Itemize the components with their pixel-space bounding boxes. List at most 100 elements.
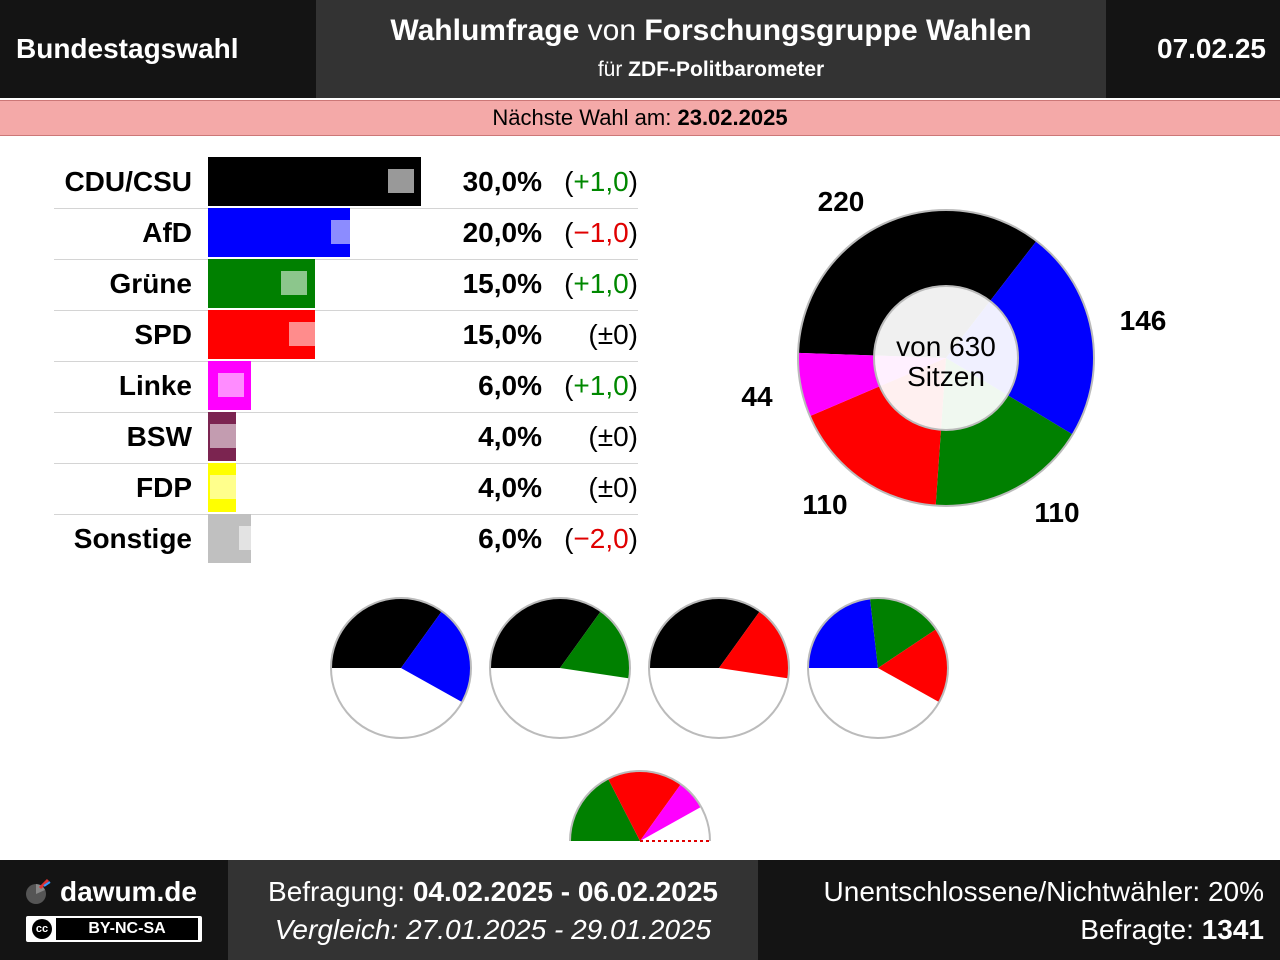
coalition-slice: [808, 598, 878, 668]
coalition-pie: [488, 597, 632, 739]
respondents: Befragte: 1341: [1080, 914, 1264, 946]
next-election-date: 23.02.2025: [677, 105, 788, 130]
party-label: FDP: [136, 472, 192, 503]
election-name: Bundestagswahl: [16, 33, 239, 64]
survey-dates: 04.02.2025 - 06.02.2025: [412, 876, 718, 907]
respondents-count: 1341: [1201, 914, 1264, 945]
change-label: (±0): [588, 319, 638, 350]
coalition-pie-outline: [647, 597, 791, 739]
coalition-slice: [649, 598, 760, 668]
coalition-pie: [569, 770, 711, 842]
survey-label: Befragung:: [268, 876, 406, 907]
title-von: von: [587, 14, 637, 47]
value-label: 4,0%: [478, 472, 542, 503]
survey-period: Befragung: 04.02.2025 - 06.02.2025: [228, 876, 758, 908]
coalition-slice: [608, 771, 681, 841]
coalition-pie-outline: [569, 770, 711, 842]
seat-slice: [798, 210, 1037, 358]
coalition-slice: [490, 598, 601, 668]
total-seats-line2: Sitzen: [907, 361, 985, 392]
coalition-pie: [329, 597, 473, 739]
value-label: 6,0%: [478, 370, 542, 401]
poll-date: 07.02.25: [1157, 33, 1266, 64]
footer: dawum.de cc BY-NC-SA Befragung: 04.02.20…: [0, 860, 1280, 960]
dawum-logo-icon: [26, 878, 51, 904]
compare-label: Vergleich:: [274, 914, 399, 945]
undecided-share: Unentschlossene/Nichtwähler: 20%: [823, 876, 1264, 907]
change-label: (+1,0): [564, 268, 638, 299]
coalition-slice: [570, 778, 640, 841]
respondents-label: Befragte:: [1080, 914, 1194, 945]
bar-row: Linke 6,0% (+1,0): [54, 361, 638, 413]
party-label: CDU/CSU: [64, 166, 192, 197]
coalition-slice: [401, 611, 471, 703]
change-label: (±0): [588, 472, 638, 503]
coalition-slice: [560, 611, 630, 679]
seat-count-label: 146: [1119, 305, 1167, 336]
party-label: AfD: [142, 217, 192, 248]
previous-value-marker: [210, 424, 237, 448]
bar-row: SPD 15,0% (±0): [54, 310, 638, 362]
comparison-period: Vergleich: 27.01.2025 - 29.01.2025: [228, 914, 758, 946]
value-label: 30,0%: [462, 166, 542, 197]
change-label: (+1,0): [564, 370, 638, 401]
bar: [208, 157, 421, 206]
change-label: (−2,0): [564, 523, 638, 554]
coalition-slice: [878, 629, 948, 703]
change-label: (−1,0): [564, 217, 638, 248]
previous-value-marker: [217, 373, 244, 397]
client-name: ZDF-Politbarometer: [628, 58, 825, 81]
coalition-slice: [719, 611, 789, 679]
compare-dates: 27.01.2025 - 29.01.2025: [406, 914, 712, 945]
previous-value-marker: [238, 526, 265, 550]
next-election-banner: Nächste Wahl am: 23.02.2025: [0, 100, 1280, 136]
poll-subtitle: für ZDF-Politbarometer: [316, 58, 1106, 82]
header-left: Bundestagswahl: [0, 0, 316, 98]
brand-name: dawum.de: [60, 876, 197, 907]
value-label: 6,0%: [478, 523, 542, 554]
donut-center-label: von 630 Sitzen: [872, 332, 1020, 392]
total-seats-line1: von 630: [896, 331, 996, 362]
value-label: 20,0%: [462, 217, 542, 248]
seat-count-label: 110: [1034, 497, 1080, 528]
coalition-pie: [806, 597, 950, 739]
coalition-pie: [647, 597, 791, 739]
license-badge: cc BY-NC-SA: [26, 916, 202, 942]
previous-value-marker: [331, 220, 358, 244]
title-word: Wahlumfrage: [390, 14, 580, 47]
party-label: Grüne: [109, 268, 192, 299]
donut-outline: [797, 209, 1095, 507]
coalition-slice: [869, 598, 937, 668]
coalition-pie-outline: [488, 597, 632, 739]
seat-count-label: 220: [817, 186, 865, 217]
party-label: BSW: [126, 421, 192, 452]
coalition-pie-outline: [329, 597, 473, 739]
bar: [208, 208, 350, 257]
party-label: Linke: [118, 370, 192, 401]
bar-row: CDU/CSU 30,0% (+1,0): [54, 157, 638, 209]
coalition-slice: [640, 784, 702, 841]
creative-commons-icon: cc: [32, 919, 52, 939]
previous-value-marker: [281, 271, 308, 295]
header-center: Wahlumfrage von Forschungsgruppe Wahlen …: [316, 0, 1106, 98]
previous-value-marker: [387, 169, 414, 193]
next-election-label: Nächste Wahl am:: [492, 105, 672, 130]
footer-center: Befragung: 04.02.2025 - 06.02.2025 Vergl…: [228, 860, 758, 960]
donut-hole: [873, 285, 1019, 431]
header: Bundestagswahl Wahlumfrage von Forschung…: [0, 0, 1280, 98]
footer-right: Unentschlossene/Nichtwähler: 20% Befragt…: [758, 860, 1280, 960]
change-label: (±0): [588, 421, 638, 452]
seat-slice: [946, 240, 1094, 435]
footer-left: dawum.de cc BY-NC-SA: [0, 860, 228, 960]
party-label: Sonstige: [73, 523, 192, 554]
coalition-pie-outline: [806, 597, 950, 739]
bar-row: Grüne 15,0% (+1,0): [54, 259, 638, 311]
value-label: 15,0%: [462, 319, 542, 350]
coalition-slice: [331, 598, 442, 668]
previous-value-marker: [210, 475, 237, 499]
previous-value-marker: [288, 322, 315, 346]
header-right: 07.02.25: [1106, 0, 1280, 98]
license-text: BY-NC-SA: [56, 918, 198, 940]
